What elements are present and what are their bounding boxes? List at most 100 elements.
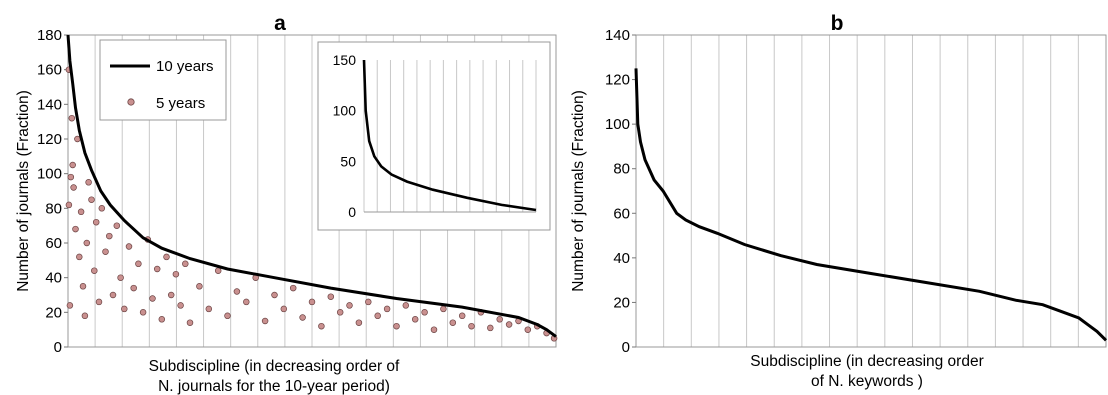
data-point-5-years [167, 291, 175, 299]
data-point-5-years [402, 302, 410, 309]
data-point-5-years [95, 298, 103, 306]
data-point-5-years [91, 267, 98, 274]
y-tick-label: 40 [45, 270, 62, 287]
panel-b-x-axis-title-line2: of N. keywords ) [811, 373, 923, 390]
data-point-5-years [449, 319, 457, 326]
data-point-5-years [65, 201, 73, 209]
panel-b-y-axis: 0 20 40 60 80 100 120 140 [605, 27, 636, 356]
data-point-5-years [88, 196, 95, 203]
data-point-5-years [98, 205, 106, 212]
inset-line [362, 59, 537, 212]
y-tick-label: 140 [605, 27, 630, 44]
data-point-5-years [182, 260, 189, 268]
data-point-5-years [76, 253, 83, 261]
data-point-5-years [496, 316, 503, 323]
data-point-5-years [411, 316, 419, 323]
data-point-5-years [68, 114, 76, 122]
data-point-5-years [92, 218, 100, 226]
y-tick-label: 160 [37, 62, 62, 79]
data-point-5-years [505, 321, 513, 328]
data-point-5-years [121, 305, 128, 313]
panel-a: a 0 20 40 60 80 100 120 140 160 180 10 years 5 ye… [15, 12, 558, 395]
data-point-5-years [172, 270, 180, 278]
inset-y-tick-label: 100 [333, 103, 357, 119]
inset-y-tick-label: 0 [348, 204, 356, 220]
data-point-5-years [113, 222, 121, 229]
data-point-5-years [214, 267, 222, 274]
data-point-5-years [271, 291, 278, 299]
data-point-5-years [308, 298, 316, 306]
panel-a-label: a [274, 12, 286, 35]
data-point-5-years [102, 248, 109, 255]
y-tick-label: 60 [613, 205, 630, 222]
data-point-5-years [243, 298, 250, 306]
data-point-5-years [299, 314, 306, 321]
data-point-5-years [440, 305, 447, 313]
panel-a-x-axis-title-line1: Subdiscipline (in decreasing order of [149, 358, 400, 375]
y-tick-label: 0 [622, 339, 630, 356]
data-point-5-years [196, 283, 203, 290]
y-tick-label: 140 [37, 96, 62, 113]
data-point-5-years [487, 324, 494, 332]
data-point-5-years [109, 291, 117, 299]
panel-b: b 0 20 40 60 80 100 120 140 Number of journals … [570, 12, 1108, 390]
data-point-5-years [135, 260, 142, 268]
data-point-5-years [85, 179, 92, 186]
data-point-5-years [374, 312, 381, 320]
data-point-5-years [69, 161, 76, 169]
y-tick-label: 120 [37, 131, 62, 148]
panel-a-plot-area [67, 34, 557, 348]
panel-b-gridlines [663, 35, 1079, 347]
panel-b-y-axis-title: Number of journals (Fraction) [570, 90, 587, 292]
data-point-5-years [261, 317, 269, 325]
inset-y-tick-label: 150 [333, 52, 357, 68]
y-tick-label: 80 [45, 200, 62, 217]
data-point-5-years [77, 208, 85, 216]
data-point-5-years [149, 295, 156, 302]
y-tick-label: 100 [37, 166, 62, 183]
data-point-5-years [336, 309, 344, 316]
legend-box [99, 39, 227, 121]
data-point-5-years [125, 243, 133, 250]
data-point-5-years [346, 302, 353, 309]
data-point-5-years [83, 239, 91, 247]
legend-label-5-years: 5 years [156, 95, 205, 112]
data-point-5-years [81, 312, 89, 320]
data-point-5-years [458, 312, 466, 320]
data-point-5-years [524, 326, 532, 333]
legend-point-icon [127, 98, 135, 106]
data-point-5-years [67, 173, 75, 181]
data-point-5-years [421, 309, 428, 316]
data-point-5-years [70, 184, 77, 191]
panel-b-line [634, 68, 1108, 342]
data-point-5-years [117, 274, 124, 281]
data-point-5-years [233, 288, 241, 295]
data-point-5-years [327, 293, 335, 300]
y-tick-label: 180 [37, 27, 62, 44]
data-point-5-years [224, 312, 231, 320]
data-point-5-years [66, 302, 74, 309]
data-point-5-years [355, 319, 363, 326]
data-point-5-years [72, 225, 79, 233]
panel-a-legend: 10 years 5 years [99, 39, 227, 121]
panel-b-x-axis-title-line1: Subdiscipline (in decreasing order [750, 353, 984, 370]
panel-b-label: b [831, 12, 844, 35]
y-tick-label: 80 [613, 161, 630, 178]
data-point-5-years [365, 298, 372, 306]
data-point-5-years [318, 322, 325, 330]
data-point-5-years [280, 305, 288, 313]
panel-a-y-axis: 0 20 40 60 80 100 120 140 160 180 [37, 27, 68, 356]
inset-y-tick-label: 50 [340, 153, 356, 169]
data-point-5-years [139, 309, 147, 316]
y-tick-label: 20 [613, 294, 630, 311]
panel-a-x-axis-title-line2: N. journals for the 10-year period) [158, 378, 390, 395]
data-point-5-years [468, 322, 475, 330]
data-point-5-years [430, 326, 438, 333]
inset-y-axis: 0 50 100 150 [333, 52, 357, 220]
panel-a-inset: 0 50 100 150 [317, 41, 551, 231]
data-point-5-years [393, 322, 400, 330]
panel-b-plot-area [635, 34, 1107, 348]
data-point-5-years [383, 305, 391, 313]
data-point-5-years [177, 302, 184, 309]
